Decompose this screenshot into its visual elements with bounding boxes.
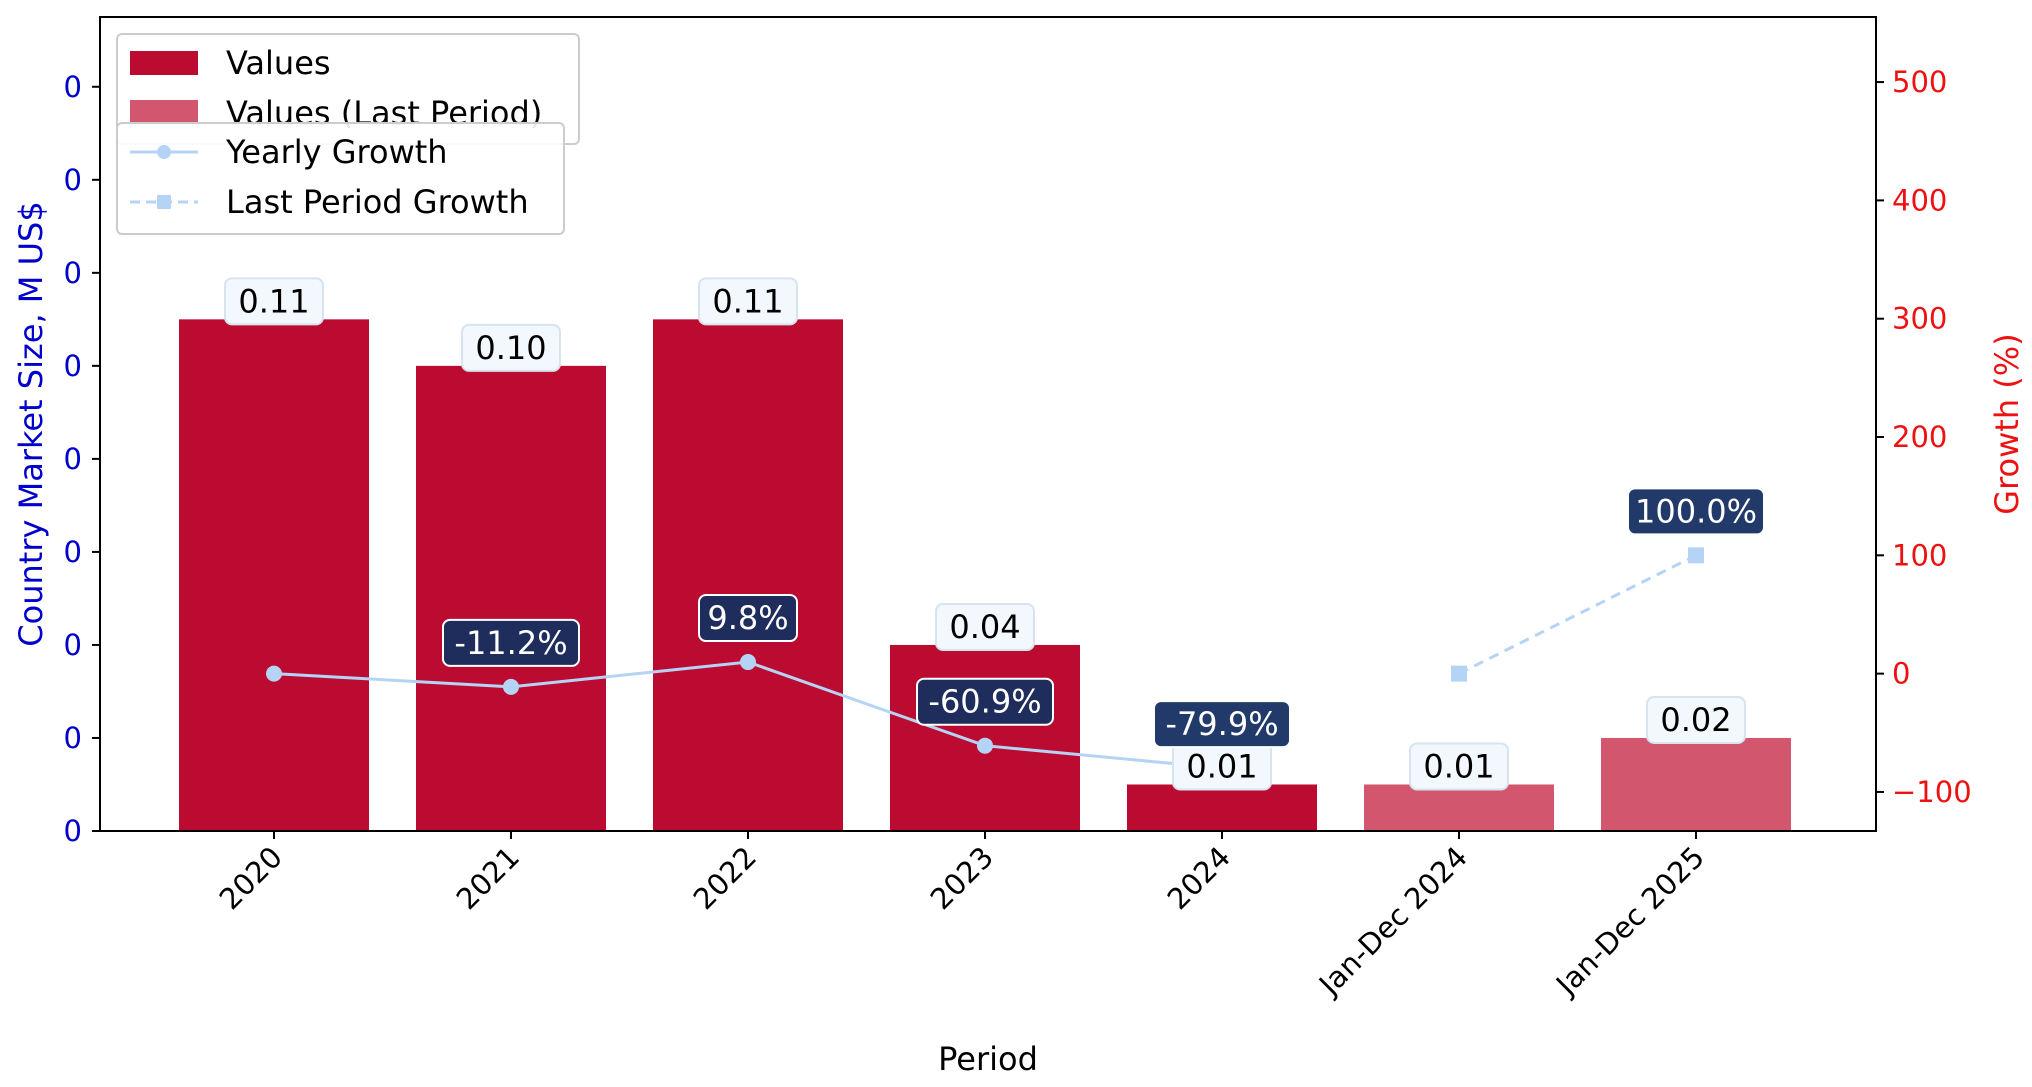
bar-2022 xyxy=(653,319,843,831)
left-y-tick-label: 0 xyxy=(64,70,82,104)
yearly-growth-label-3-text: 9.8% xyxy=(707,599,788,637)
left-y-tick-label: 0 xyxy=(64,535,82,569)
value-label-1: 0.11 xyxy=(224,277,324,326)
yearly-growth-label-3-box xyxy=(698,594,798,643)
bar-2024 xyxy=(1127,784,1317,831)
data-labels: 0.11 0.10 0.11 0.04 0.01 0.01 0.02 -11.2% 9.8% -6… xyxy=(224,277,1765,791)
value-label-3-box xyxy=(698,277,798,326)
plot-frame xyxy=(99,16,1877,832)
left-y-axis: 0 0 0 0 0 0 0 0 0 xyxy=(64,70,100,848)
value-label-2: 0.10 xyxy=(461,323,561,372)
yearly-growth-label-2-box xyxy=(442,618,580,667)
right-y-tick-label: 100 xyxy=(1892,538,1947,572)
left-y-tick-label: 0 xyxy=(64,349,82,383)
last-period-growth-point xyxy=(1451,665,1467,682)
last-period-growth-label-2-text: 100.0% xyxy=(1635,492,1757,530)
legend-lines: Yearly Growth Last Period Growth xyxy=(116,122,565,235)
yearly-growth-point xyxy=(977,737,993,754)
bar-2021 xyxy=(416,365,606,831)
yearly-growth-point xyxy=(503,678,519,695)
value-label-2-text: 0.10 xyxy=(475,329,546,367)
value-label-6-text: 0.01 xyxy=(1423,747,1494,785)
bar-2020 xyxy=(179,319,369,831)
value-label-7-box xyxy=(1646,695,1746,744)
legend-swatch-values xyxy=(130,51,198,75)
legend-swatch-values-last-period xyxy=(130,100,198,124)
yearly-growth-point xyxy=(266,665,282,682)
right-y-axis-label: Growth (%) xyxy=(1988,333,2026,514)
last-period-growth-label-2-box xyxy=(1627,487,1765,536)
legend-lines-frame xyxy=(116,122,565,235)
growth-lines xyxy=(266,547,1704,777)
value-label-4-text: 0.04 xyxy=(949,608,1020,646)
bar-jan-dec-2025 xyxy=(1601,737,1791,831)
value-label-7-text: 0.02 xyxy=(1660,701,1731,739)
value-label-3: 0.11 xyxy=(698,277,798,326)
yearly-growth-label-5-text: -79.9% xyxy=(1165,705,1278,743)
legend-label-values: Values xyxy=(226,44,331,82)
right-y-tick-label: 500 xyxy=(1892,65,1947,99)
left-y-tick-label: 0 xyxy=(64,163,82,197)
yearly-growth-label-4-text: -60.9% xyxy=(928,683,1041,721)
legend-label-yearly-growth: Yearly Growth xyxy=(225,133,448,171)
bar-jan-dec-2024 xyxy=(1364,784,1554,831)
legend-marker-yearly-growth xyxy=(157,145,171,159)
value-label-1-text: 0.11 xyxy=(238,282,309,320)
yearly-growth-label-4-box xyxy=(916,677,1054,726)
right-y-tick-label: 400 xyxy=(1892,183,1947,217)
value-label-7: 0.02 xyxy=(1646,695,1746,744)
right-y-tick-label: 0 xyxy=(1892,657,1910,691)
right-y-tick-label: 300 xyxy=(1892,302,1947,336)
left-y-tick-label: 0 xyxy=(64,628,82,662)
yearly-growth-label-5-box xyxy=(1153,700,1291,749)
value-label-4: 0.04 xyxy=(935,602,1035,651)
left-y-tick-label: 0 xyxy=(64,256,82,290)
value-label-3-text: 0.11 xyxy=(712,282,783,320)
last-period-growth-point xyxy=(1688,547,1704,564)
right-y-axis: −100 0 100 200 300 400 500 xyxy=(1876,65,1972,809)
legend-label-last-period-growth: Last Period Growth xyxy=(226,183,529,221)
right-y-tick-label: 200 xyxy=(1892,420,1947,454)
left-y-tick-label: 0 xyxy=(64,721,82,755)
legend-marker-last-period-growth xyxy=(157,195,171,209)
yearly-growth-label-2: -11.2% xyxy=(442,618,580,667)
yearly-growth-label-5: -79.9% xyxy=(1153,700,1291,749)
yearly-growth-point xyxy=(740,654,756,671)
yearly-growth-label-3: 9.8% xyxy=(698,594,798,643)
x-axis-label: Period xyxy=(938,1040,1038,1078)
value-label-6-box xyxy=(1409,742,1509,791)
value-label-5: 0.01 xyxy=(1172,742,1272,791)
last-period-growth-label-2: 100.0% xyxy=(1627,487,1765,536)
left-y-tick-label: 0 xyxy=(64,442,82,476)
value-label-4-box xyxy=(935,602,1035,651)
left-y-tick-label: 0 xyxy=(64,814,82,848)
left-y-axis-label: Country Market Size, M US$ xyxy=(12,201,50,646)
value-label-1-box xyxy=(224,277,324,326)
yearly-growth-label-2-text: -11.2% xyxy=(454,624,567,662)
value-label-5-text: 0.01 xyxy=(1186,747,1257,785)
right-y-tick-label: −100 xyxy=(1892,775,1972,809)
value-label-2-box xyxy=(461,323,561,372)
value-label-6: 0.01 xyxy=(1409,742,1509,791)
yearly-growth-label-4: -60.9% xyxy=(916,677,1054,726)
